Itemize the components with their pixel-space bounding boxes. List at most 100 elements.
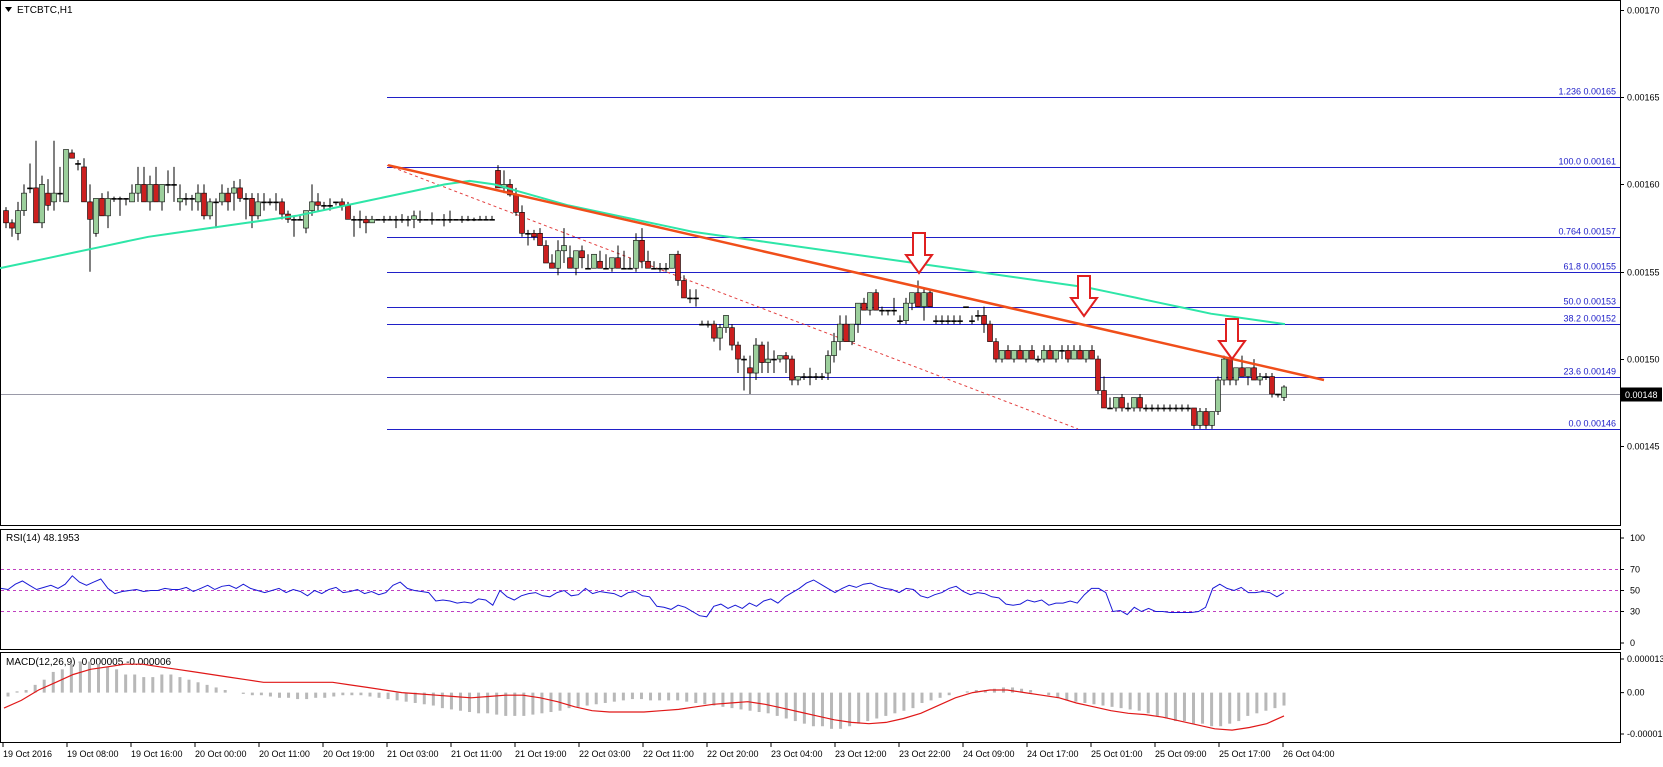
bull-candle [957, 320, 963, 322]
bear-candle [225, 192, 231, 203]
bear-candle [237, 187, 243, 199]
bull-candle [243, 198, 249, 200]
bear-candle [495, 170, 501, 189]
bull-candle [819, 376, 825, 378]
bull-candle [21, 192, 27, 211]
bear-candle [201, 192, 207, 217]
bear-candle [759, 344, 765, 363]
bull-candle [627, 267, 633, 270]
bull-candle [333, 201, 339, 204]
bull-candle [663, 267, 669, 270]
bull-candle [459, 219, 465, 221]
bear-candle [153, 184, 159, 203]
bull-candle [129, 192, 135, 203]
bear-candle [1095, 358, 1101, 391]
bull-candle [393, 219, 399, 221]
bull-candle [171, 184, 177, 186]
bear-candle [783, 355, 789, 360]
bull-candle [909, 292, 915, 304]
bull-candle [855, 302, 861, 325]
bull-candle [1233, 367, 1239, 381]
bull-candle [447, 219, 453, 221]
trendline-group[interactable] [387, 163, 1325, 382]
bull-candle [471, 219, 477, 221]
macd-panel-frame [0, 652, 1621, 743]
time-tick-label: 23 Oct 04:00 [771, 749, 823, 759]
rsi-tick-label: 100 [1630, 533, 1645, 543]
bull-candle [1215, 379, 1221, 412]
bull-candle [57, 192, 63, 195]
bear-candle [1065, 350, 1071, 360]
bear-candle [789, 358, 795, 381]
bull-candle [741, 358, 747, 361]
bear-candle [81, 166, 87, 203]
bull-candle [321, 205, 327, 207]
bull-candle [261, 201, 267, 204]
bull-candle [93, 198, 99, 234]
bull-candle [117, 198, 123, 200]
bull-candle [1113, 397, 1119, 409]
rsi-indicator: 100 70 50 30 0 [0, 533, 1645, 648]
triangle-down-icon[interactable] [5, 7, 12, 12]
bull-candle [1143, 407, 1149, 410]
bull-candle [951, 320, 957, 322]
time-tick-label: 25 Oct 01:00 [1091, 749, 1143, 759]
bull-candle [405, 219, 411, 221]
bull-candle [375, 219, 381, 221]
bear-candle [639, 239, 645, 262]
bull-candle [1245, 367, 1251, 377]
resistance-arrows [904, 232, 1247, 361]
time-tick-label: 24 Oct 09:00 [963, 749, 1015, 759]
down-arrow-icon [1217, 318, 1247, 361]
bull-candle [165, 184, 171, 186]
bull-candle [1263, 376, 1269, 378]
bull-candle [885, 309, 891, 312]
bear-candle [513, 194, 519, 213]
rsi-line [0, 575, 1285, 618]
bear-candle [747, 367, 753, 374]
bull-candle [267, 201, 273, 204]
bear-candle [1101, 390, 1107, 409]
bull-candle [1149, 407, 1155, 410]
fib-level-label: 61.8 0.00155 [1563, 262, 1616, 272]
bear-candle [519, 212, 525, 234]
bear-candle [861, 302, 867, 311]
bull-candle [381, 219, 387, 221]
rsi-panel-frame [0, 529, 1621, 650]
bull-candle [525, 233, 531, 235]
bull-candle [123, 198, 129, 200]
bull-candle [399, 219, 405, 221]
bull-candle [327, 205, 333, 207]
bear-candle [615, 257, 621, 269]
bull-candle [1179, 407, 1185, 410]
rsi-tick-label: 70 [1630, 565, 1640, 575]
bull-candle [1059, 350, 1065, 352]
dashed-projection-line [386, 164, 1079, 430]
bull-candle [609, 257, 615, 269]
rsi-tick-label: 50 [1630, 586, 1640, 596]
bull-candle [453, 219, 459, 221]
bull-candle [963, 306, 969, 308]
chart-title-group[interactable]: ETCBTC,H1 [5, 5, 73, 16]
time-tick-label: 23 Oct 12:00 [835, 749, 887, 759]
bull-candle [387, 219, 393, 221]
bear-candle [345, 205, 351, 220]
bull-candle [561, 245, 567, 252]
descending-trendline [387, 163, 1325, 382]
bear-candle [1047, 350, 1053, 360]
bear-candle [9, 222, 15, 229]
rsi-tick-label: 0 [1630, 638, 1635, 648]
bull-candle [135, 184, 141, 194]
bull-candle [879, 309, 885, 312]
bull-candle [807, 376, 813, 378]
bear-candle [69, 152, 75, 159]
candlesticks [3, 140, 1287, 429]
bull-candle [1275, 393, 1281, 396]
bull-candle [969, 320, 975, 322]
bull-candle [1131, 397, 1137, 409]
down-arrow-icon [1069, 275, 1099, 318]
bull-candle [585, 267, 591, 270]
time-tick-label: 22 Oct 20:00 [707, 749, 759, 759]
bull-candle [39, 184, 45, 224]
